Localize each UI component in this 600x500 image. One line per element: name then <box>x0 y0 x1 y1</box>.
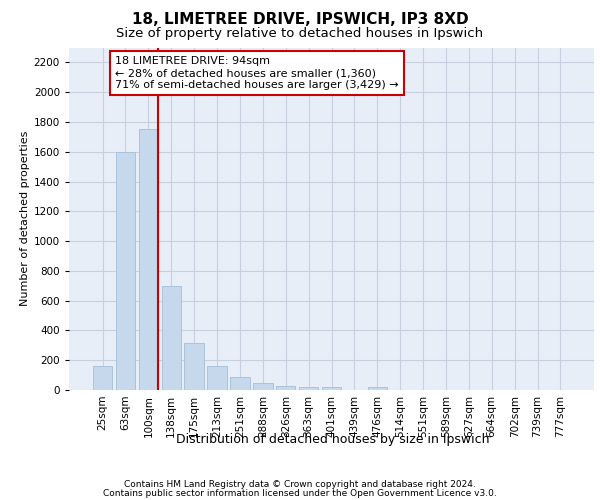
Bar <box>161 286 181 390</box>
Bar <box>253 382 272 390</box>
Text: Distribution of detached houses by size in Ipswich: Distribution of detached houses by size … <box>176 432 490 446</box>
Bar <box>276 386 295 390</box>
Bar <box>322 387 341 390</box>
Bar <box>184 343 204 390</box>
Bar <box>208 366 227 390</box>
Text: 18 LIMETREE DRIVE: 94sqm
← 28% of detached houses are smaller (1,360)
71% of sem: 18 LIMETREE DRIVE: 94sqm ← 28% of detach… <box>115 56 399 90</box>
Text: Contains HM Land Registry data © Crown copyright and database right 2024.: Contains HM Land Registry data © Crown c… <box>124 480 476 489</box>
Text: 18, LIMETREE DRIVE, IPSWICH, IP3 8XD: 18, LIMETREE DRIVE, IPSWICH, IP3 8XD <box>131 12 469 26</box>
Bar <box>139 128 158 390</box>
Y-axis label: Number of detached properties: Number of detached properties <box>20 131 29 306</box>
Bar <box>116 152 135 390</box>
Text: Size of property relative to detached houses in Ipswich: Size of property relative to detached ho… <box>116 28 484 40</box>
Bar <box>93 366 112 390</box>
Text: Contains public sector information licensed under the Open Government Licence v3: Contains public sector information licen… <box>103 489 497 498</box>
Bar <box>230 378 250 390</box>
Bar <box>368 387 387 390</box>
Bar <box>299 387 319 390</box>
